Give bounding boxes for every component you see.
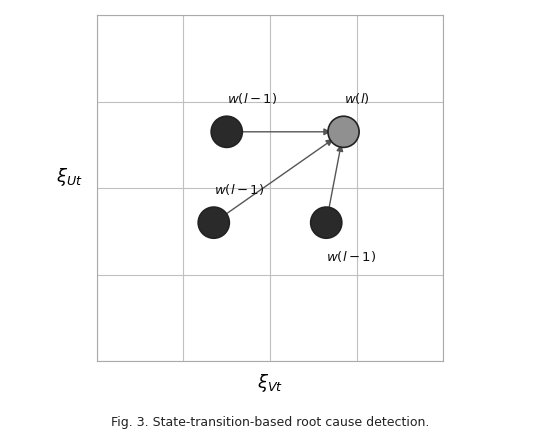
Text: $w(l)$: $w(l)$ [343,91,369,106]
Text: $w(l-1)$: $w(l-1)$ [326,249,376,264]
Circle shape [328,116,359,147]
Circle shape [310,207,342,238]
Circle shape [198,207,230,238]
Y-axis label: $\xi_{Ut}$: $\xi_{Ut}$ [56,166,83,188]
Text: $w(l-1)$: $w(l-1)$ [214,182,264,197]
Circle shape [211,116,242,147]
Text: Fig. 3. State-transition-based root cause detection.: Fig. 3. State-transition-based root caus… [111,416,429,429]
Text: $w(l-1)$: $w(l-1)$ [227,91,277,106]
X-axis label: $\xi_{Vt}$: $\xi_{Vt}$ [257,372,283,393]
